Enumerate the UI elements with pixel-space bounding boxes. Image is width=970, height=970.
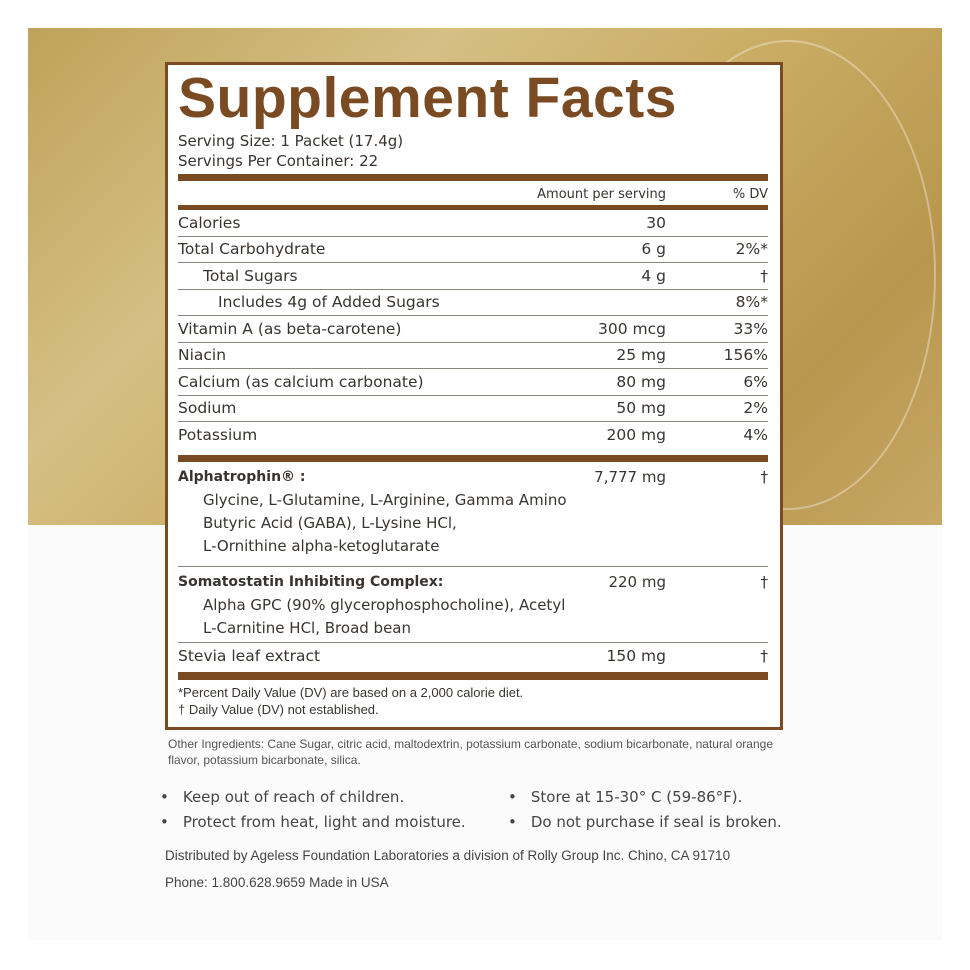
blend-ingredients: Glycine, L-Glutamine, L-Arginine, Gamma … [203,490,567,509]
divider-bar [178,205,768,210]
footnote-dagger: † Daily Value (DV) not established. [178,702,379,717]
nutrient-amount: 4 g [641,266,666,285]
nutrient-amount: 80 mg [616,372,666,391]
divider-bar [178,454,768,462]
nutrient-amount: 150 mg [606,646,666,665]
nutrient-name: Niacin [178,346,227,365]
nutrient-amount: 300 mcg [598,319,666,338]
blend-dv: † [760,467,769,486]
blend-amount: 220 mg [608,572,666,591]
nutrient-row: Niacin 25 mg 156% [178,343,768,369]
nutrient-row: Vitamin A (as beta-carotene) 300 mcg 33% [178,316,768,343]
nutrient-row-stevia: Stevia leaf extract 150 mg † [178,643,768,670]
divider-bar [178,672,768,680]
blend-block: Somatostatin Inhibiting Complex: 220 mg † A… [178,567,768,643]
servings-per-container: Servings Per Container: 22 [178,152,379,170]
nutrient-name: Total Carbohydrate [178,240,326,259]
blend-amount: 7,777 mg [594,467,666,486]
nutrient-name: Includes 4g of Added Sugars [218,293,440,312]
nutrient-name: Potassium [178,426,258,445]
nutrient-dv: 156% [723,346,768,365]
nutrient-name: Calcium (as calcium carbonate) [178,372,424,391]
blend-ingredients: L-Carnitine HCl, Broad bean [203,618,411,637]
nutrient-amount: 50 mg [616,399,666,418]
footnote-dv: *Percent Daily Value (DV) are based on a… [178,685,524,700]
nutrient-dv: † [760,646,768,665]
nutrient-dv: 6% [743,372,768,391]
bullet-item: • Protect from heat, light and moisture. [160,813,466,831]
dv-header: % DV [732,186,768,202]
panel-title: Supplement Facts [178,66,677,130]
column-header: Amount per serving % DV [178,183,768,205]
nutrient-amount: 25 mg [616,346,666,365]
nutrient-row: Total Sugars 4 g † [178,263,768,290]
blend-ingredients: Butyric Acid (GABA), L-Lysine HCl, [203,513,457,532]
bullet-item: • Keep out of reach of children. [160,788,405,806]
distributor: Distributed by Ageless Foundation Labora… [165,848,731,863]
nutrient-amount: 6 g [641,240,666,259]
nutrient-row: Calcium (as calcium carbonate) 80 mg 6% [178,369,768,396]
nutrient-dv: 33% [733,319,768,338]
blend-ingredients: Alpha GPC (90% glycerophosphocholine), A… [203,595,566,614]
nutrient-name: Calories [178,213,241,232]
nutrient-name: Total Sugars [203,266,298,285]
nutrient-amount: 30 [646,213,666,232]
other-ingredients: Other Ingredients: Cane Sugar, citric ac… [168,737,773,767]
nutrient-row: Total Carbohydrate 6 g 2%* [178,237,768,263]
nutrient-row: Potassium 200 mg 4% [178,422,768,449]
nutrient-row: Sodium 50 mg 2% [178,396,768,422]
serving-size: Serving Size: 1 Packet (17.4g) [178,132,404,150]
nutrient-row: Calories 30 [178,210,768,237]
divider-bar [178,174,768,181]
bullet-item: • Store at 15-30° C (59-86°F). [508,788,743,806]
nutrient-dv: 8%* [735,293,768,312]
blend-name: Somatostatin Inhibiting Complex: [178,573,444,590]
blend-name: Alphatrophin® : [178,468,306,485]
blend-dv: † [760,572,769,591]
nutrient-name: Stevia leaf extract [178,646,321,665]
nutrient-dv: 4% [743,426,768,445]
nutrient-row: Includes 4g of Added Sugars 8%* [178,290,768,316]
nutrient-name: Vitamin A (as beta-carotene) [178,319,402,338]
amount-header: Amount per serving [537,186,666,202]
nutrient-dv: † [760,266,768,285]
contact-info: Phone: 1.800.628.9659 Made in USA [165,875,389,890]
nutrient-name: Sodium [178,399,237,418]
blend-block: Alphatrophin® : 7,777 mg † Glycine, L-Gluta… [178,464,768,567]
nutrient-dv: 2% [743,399,768,418]
nutrient-dv: 2%* [735,240,768,259]
bullet-item: • Do not purchase if seal is broken. [508,813,782,831]
supplement-facts-panel: Supplement Facts Serving Size: 1 Packet … [165,62,783,730]
nutrient-amount: 200 mg [606,426,666,445]
blend-ingredients: L-Ornithine alpha-ketoglutarate [203,536,440,555]
